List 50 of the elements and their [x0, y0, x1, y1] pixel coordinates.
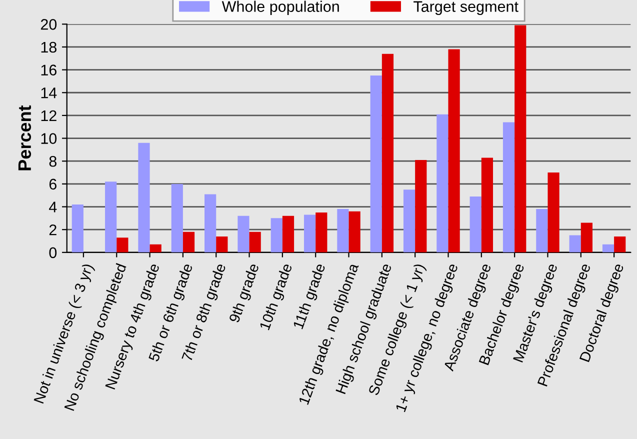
bar	[470, 196, 482, 252]
bar	[502, 122, 515, 252]
y-tick-label: 4	[49, 202, 57, 212]
legend-label: Target segment	[414, 1, 518, 15]
bar	[514, 25, 526, 252]
y-tick-label: 10	[41, 133, 57, 144]
y-tick-label: 8	[49, 156, 56, 167]
x-tick-label: 11th grade	[292, 262, 328, 330]
y-tick-label: 14	[41, 88, 57, 98]
bar	[337, 209, 349, 252]
bar	[370, 76, 382, 252]
bar	[182, 232, 195, 252]
bar	[602, 244, 614, 252]
bar	[580, 222, 592, 252]
y-tick-label: 6	[49, 178, 56, 190]
bar	[171, 184, 183, 252]
bar	[105, 182, 117, 252]
bar	[536, 209, 548, 252]
x-tick-label: 9th grade	[228, 264, 260, 324]
y-tick-label: 0	[49, 247, 57, 258]
y-tick-label: 12	[41, 110, 56, 121]
bar	[270, 218, 282, 252]
y-axis-title: Percent	[18, 105, 32, 170]
bar	[436, 114, 448, 252]
x-tick-label: 10th grade	[258, 262, 295, 332]
bar	[150, 244, 162, 252]
bar	[316, 212, 328, 252]
bar	[72, 204, 84, 252]
bar	[415, 160, 427, 252]
y-tick-label: 16	[41, 64, 56, 76]
bar	[548, 172, 560, 252]
bar	[448, 49, 460, 252]
y-tick-label: 18	[41, 42, 56, 53]
bar	[238, 216, 250, 252]
bar	[614, 236, 626, 252]
y-tick-label: 20	[40, 19, 57, 30]
bar	[116, 238, 128, 252]
bar	[569, 235, 581, 252]
bar	[138, 142, 150, 252]
bar	[249, 232, 261, 252]
legend-label: Whole population	[222, 0, 339, 15]
bar	[282, 216, 294, 252]
bar	[304, 214, 316, 252]
bar	[481, 158, 494, 252]
bar	[204, 194, 216, 252]
bar	[348, 211, 360, 252]
bar	[403, 190, 416, 252]
bar	[382, 54, 394, 252]
y-tick-label: 2	[49, 224, 56, 236]
bar	[216, 236, 228, 252]
